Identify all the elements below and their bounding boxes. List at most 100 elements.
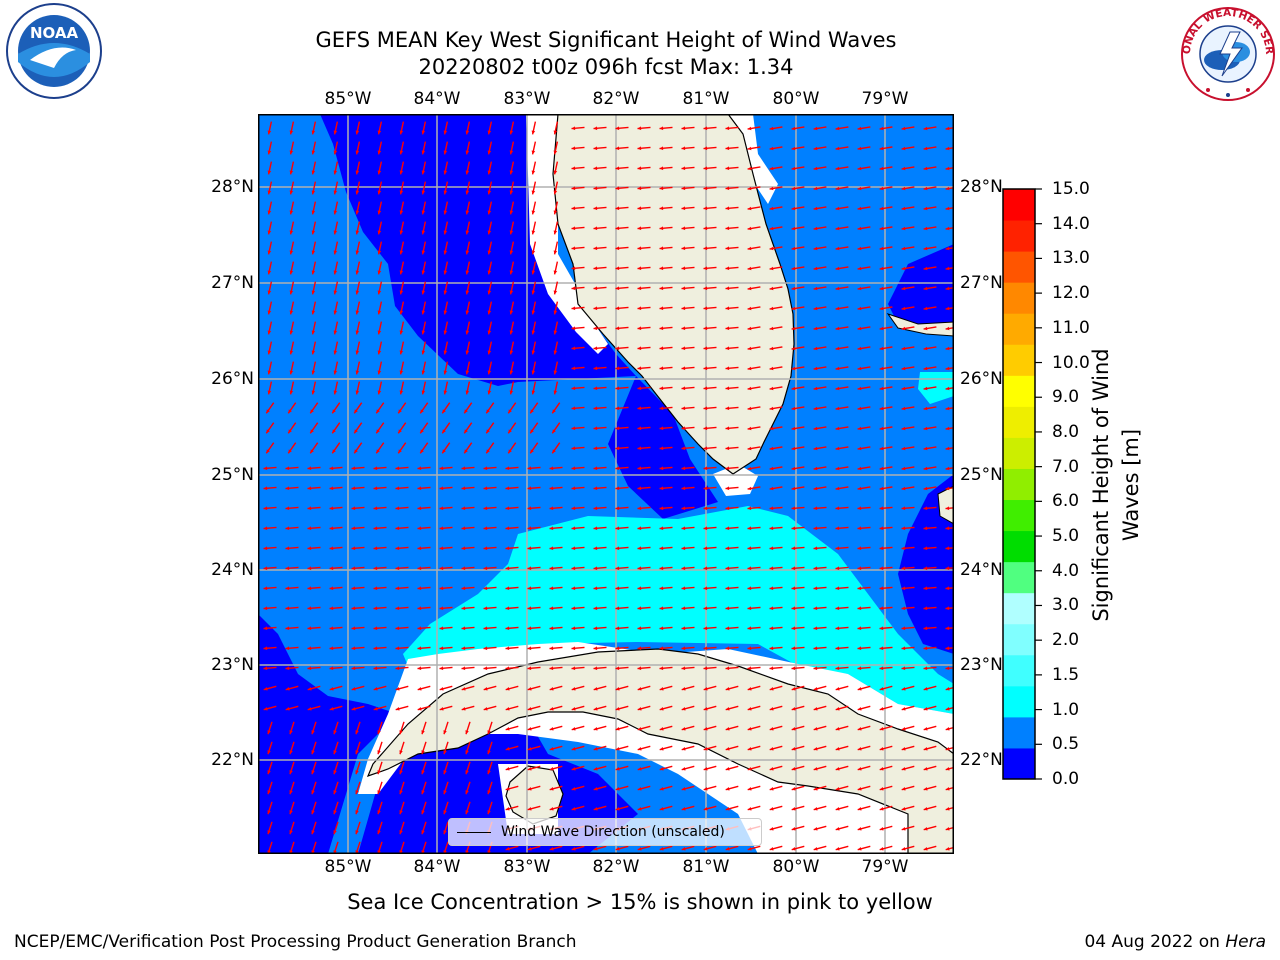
wind-arrow-head	[703, 526, 708, 531]
wind-arrow-head	[791, 366, 796, 371]
wind-arrow-head	[465, 190, 470, 195]
wind-arrow-head	[615, 787, 620, 791]
wind-arrow-head	[289, 830, 293, 835]
wind-arrow-head	[399, 830, 403, 835]
lat-label-right: 23°N	[960, 655, 1003, 675]
wind-arrow-head	[307, 566, 312, 571]
wind-arrow-head	[769, 626, 774, 631]
wind-arrow-head	[659, 506, 664, 511]
wind-arrow-head	[263, 466, 268, 471]
wind-arrow-head	[527, 466, 532, 471]
wind-arrow-head	[571, 166, 576, 171]
wind-arrow-head	[637, 446, 642, 451]
wind-arrow-head	[571, 186, 576, 191]
wind-arrow-head	[901, 626, 906, 631]
wind-arrow-head	[945, 486, 950, 491]
wind-arrow-head	[333, 810, 337, 815]
wind-arrow-head	[703, 366, 708, 371]
wind-arrow-head	[615, 126, 620, 131]
wind-arrow-head	[923, 606, 928, 611]
wind-arrow-head	[439, 646, 444, 651]
wind-arrow-head	[637, 266, 642, 271]
wind-arrow-head	[263, 646, 268, 651]
wind-arrow-head	[703, 326, 708, 331]
wind-arrow-head	[329, 707, 334, 711]
wind-arrow-head	[703, 767, 708, 771]
wind-arrow-head	[505, 727, 510, 731]
wind-arrow-head	[923, 847, 928, 851]
colorbar-tick-label: 8.0	[1052, 421, 1080, 442]
wind-arrow-head	[945, 827, 950, 831]
wind-arrow-head	[593, 246, 598, 251]
wind-arrow-head	[487, 810, 491, 815]
wind-arrow-head	[813, 386, 818, 391]
wind-arrow-head	[487, 790, 491, 795]
wind-arrow-head	[553, 350, 558, 355]
wind-arrow-head	[835, 466, 840, 471]
wind-arrow-head	[465, 810, 469, 815]
wind-arrow-head	[571, 486, 576, 491]
wind-arrow-head	[725, 586, 730, 591]
wind-arrow-head	[835, 666, 840, 671]
lat-label-left: 25°N	[211, 465, 254, 485]
wind-arrow-head	[549, 626, 554, 631]
wind-arrow-head	[945, 687, 950, 691]
wind-arrow-head	[443, 130, 448, 135]
wind-arrow-head	[377, 310, 382, 315]
wind-arrow-head	[791, 346, 796, 351]
wind-arrow-head	[703, 166, 708, 171]
wind-arrow-head	[285, 506, 290, 511]
wind-arrow-head	[747, 206, 752, 211]
wind-arrow-head	[769, 246, 774, 251]
wind-arrow-head	[923, 707, 928, 711]
wind-arrow-head	[681, 446, 686, 451]
wind-arrow-head	[879, 566, 884, 571]
wind-arrow-head	[879, 626, 884, 631]
lon-label-bottom: 81°W	[682, 857, 730, 877]
wave-region-low	[258, 614, 398, 854]
wind-arrow-head	[879, 606, 884, 611]
wind-arrow-head	[553, 270, 558, 275]
wind-arrow-head	[311, 790, 315, 795]
chart-title: GEFS MEAN Key West Significant Height of…	[315, 28, 897, 52]
wind-arrow-head	[487, 150, 492, 155]
wind-arrow-head	[333, 370, 338, 375]
wind-arrow-head	[549, 807, 554, 811]
wind-arrow-head	[329, 546, 334, 551]
wind-arrow-head	[487, 230, 492, 235]
wind-arrow-head	[593, 626, 598, 631]
wind-arrow-head	[399, 150, 404, 155]
wind-arrow-head	[443, 250, 448, 255]
wind-arrow-head	[769, 206, 774, 211]
wind-arrow-head	[329, 606, 334, 611]
wind-arrow-head	[333, 190, 338, 195]
wind-arrow-head	[571, 426, 576, 431]
wind-arrow-head	[725, 246, 730, 251]
wind-arrow-head	[439, 606, 444, 611]
wind-arrow-head	[289, 750, 293, 755]
wind-arrow-head	[879, 526, 884, 531]
wind-arrow-head	[289, 170, 294, 175]
wind-arrow-head	[443, 350, 448, 355]
wind-arrow-head	[553, 230, 558, 235]
wind-arrow-head	[747, 166, 752, 171]
wind-arrow-head	[703, 646, 708, 651]
wind-arrow-head	[553, 190, 558, 195]
wind-arrow-head	[285, 546, 290, 551]
wind-arrow-head	[615, 606, 620, 611]
wind-arrow-head	[747, 747, 752, 751]
wind-arrow-head	[333, 770, 337, 775]
wind-arrow-head	[421, 250, 426, 255]
wind-arrow-head	[267, 190, 272, 195]
wind-arrow-head	[835, 486, 840, 491]
wind-arrow-head	[549, 767, 554, 771]
wind-arrow-head	[857, 767, 862, 771]
wind-arrow-head	[549, 646, 554, 651]
wind-arrow-head	[835, 847, 840, 851]
lat-label-right: 24°N	[960, 560, 1003, 580]
wind-arrow-head	[373, 466, 378, 471]
wind-arrow-head	[505, 707, 510, 711]
wind-arrow-head	[813, 226, 818, 231]
wind-arrow-head	[439, 486, 444, 491]
wind-arrow-head	[637, 626, 642, 631]
